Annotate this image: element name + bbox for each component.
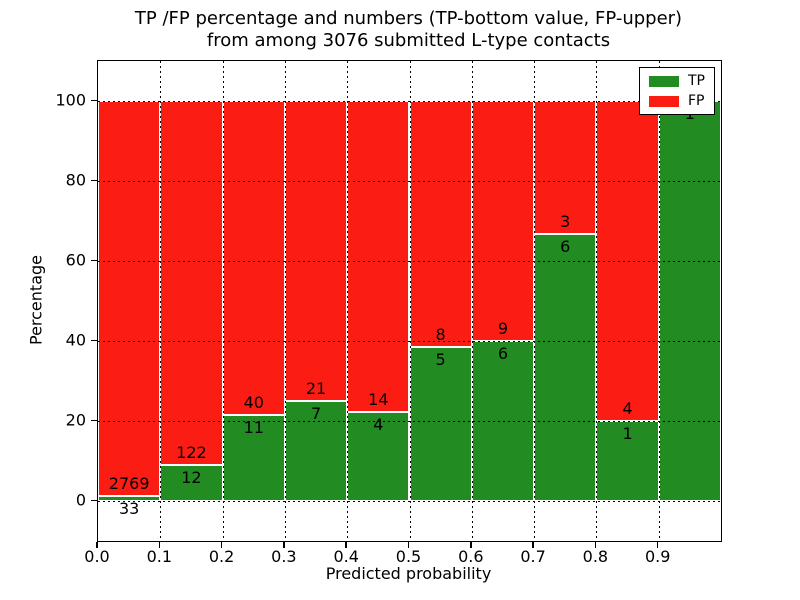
legend-item-tp: TP <box>649 74 705 88</box>
legend: TP FP <box>639 67 715 115</box>
fp-count-label-8: 4 <box>622 399 633 418</box>
bar-segment-fp-6 <box>471 101 535 341</box>
tp-count-label-8: 1 <box>622 424 633 443</box>
legend-label-fp: FP <box>688 93 705 109</box>
tp-count-label-1: 12 <box>181 468 202 488</box>
x-tick-mark-0.5 <box>407 541 410 548</box>
y-tick-label-100: 100 <box>55 90 86 110</box>
gridline-x-0.5 <box>409 61 411 541</box>
x-tick-label-0.1: 0.1 <box>146 547 173 566</box>
bar-segment-fp-7 <box>534 101 597 235</box>
bar-segment-fp-0 <box>98 101 161 497</box>
bar-segment-fp-3 <box>284 101 348 401</box>
tp-count-label-0: 33 <box>118 499 140 519</box>
x-tick-label-0.7: 0.7 <box>520 547 546 566</box>
legend-label-tp: TP <box>688 73 705 89</box>
y-tick-mark-80 <box>91 179 97 181</box>
bar-segment-tp-1 <box>160 465 223 501</box>
bar-segment-fp-2 <box>222 101 285 415</box>
bar-segment-tp-9 <box>658 101 721 501</box>
x-tick-label-0.0: 0.0 <box>84 547 110 566</box>
bar-segment-fp-4 <box>347 101 410 413</box>
x-tick-mark-0.0 <box>96 541 98 548</box>
tp-count-label-2: 11 <box>243 417 264 437</box>
y-tick-mark-40 <box>91 339 97 341</box>
gridline-x-0.4 <box>347 61 349 541</box>
x-tick-label-0.8: 0.8 <box>582 547 609 566</box>
gridline-x-0.3 <box>284 61 286 541</box>
y-tick-label-80: 80 <box>65 170 86 190</box>
y-tick-label-40: 40 <box>65 330 86 350</box>
y-tick-label-0: 0 <box>75 490 86 510</box>
y-tick-mark-0 <box>91 499 97 501</box>
tp-count-label-6: 6 <box>497 344 509 363</box>
x-tick-mark-0.7 <box>532 541 534 548</box>
bar-segment-tp-7 <box>534 234 597 501</box>
y-tick-mark-100 <box>91 99 97 101</box>
x-tick-label-0.4: 0.4 <box>333 547 359 566</box>
y-tick-label-60: 60 <box>65 250 86 270</box>
fp-count-label-1: 122 <box>176 443 207 463</box>
legend-item-fp: FP <box>649 94 705 108</box>
gridline-x-0.9 <box>658 61 660 541</box>
x-tick-mark-0.9 <box>656 541 659 548</box>
chart-title: TP /FP percentage and numbers (TP-bottom… <box>97 8 720 52</box>
fp-count-label-5: 8 <box>435 325 446 345</box>
fp-count-label-6: 9 <box>497 319 509 338</box>
fp-color-swatch <box>649 95 679 107</box>
gridline-x-0.8 <box>596 61 598 541</box>
bar-segment-tp-8 <box>596 421 659 501</box>
x-tick-label-0.5: 0.5 <box>395 547 422 566</box>
y-tick-mark-60 <box>91 259 97 261</box>
tp-count-label-4: 4 <box>373 415 384 435</box>
y-tick-mark-20 <box>91 419 97 421</box>
x-tick-label-0.9: 0.9 <box>644 547 671 566</box>
tp-color-swatch <box>649 75 679 87</box>
chart-title-line1: TP /FP percentage and numbers (TP-bottom… <box>134 8 683 29</box>
bar-segment-tp-3 <box>284 401 348 501</box>
chart-title-line2: from among 3076 submitted L-type contact… <box>206 30 611 51</box>
plot-area: TP FP 276933122124011217144859636411 <box>97 60 722 542</box>
tp-count-label-5: 5 <box>435 350 446 370</box>
x-tick-mark-0.8 <box>594 541 597 548</box>
gridline-x-0.6 <box>471 61 473 541</box>
x-tick-mark-0.2 <box>220 541 223 548</box>
bar-segment-tp-2 <box>222 414 285 501</box>
gridline-x-0.7 <box>534 61 536 541</box>
bar-segment-fp-1 <box>160 101 223 466</box>
x-tick-mark-0.4 <box>345 541 347 548</box>
x-axis-label: Predicted probability <box>325 564 492 583</box>
bar-segment-tp-0 <box>98 496 161 501</box>
x-tick-mark-0.1 <box>158 541 161 548</box>
fp-count-label-4: 14 <box>368 390 389 410</box>
fp-count-label-7: 3 <box>560 212 571 232</box>
fp-count-label-0: 2769 <box>108 474 150 494</box>
tp-count-label-3: 7 <box>310 404 322 423</box>
bar-segment-fp-5 <box>409 101 472 348</box>
gridline-x-0.1 <box>160 61 162 541</box>
fp-count-label-2: 40 <box>243 392 264 412</box>
x-tick-mark-0.3 <box>283 541 285 548</box>
gridline-x-0.2 <box>222 61 224 541</box>
x-tick-mark-0.6 <box>470 541 472 548</box>
tp-count-label-7: 6 <box>560 237 571 257</box>
x-tick-label-0.2: 0.2 <box>208 547 235 566</box>
x-tick-label-0.3: 0.3 <box>271 547 297 566</box>
x-tick-label-0.6: 0.6 <box>458 547 484 566</box>
y-tick-label-20: 20 <box>65 410 86 430</box>
fp-count-label-3: 21 <box>305 379 327 398</box>
